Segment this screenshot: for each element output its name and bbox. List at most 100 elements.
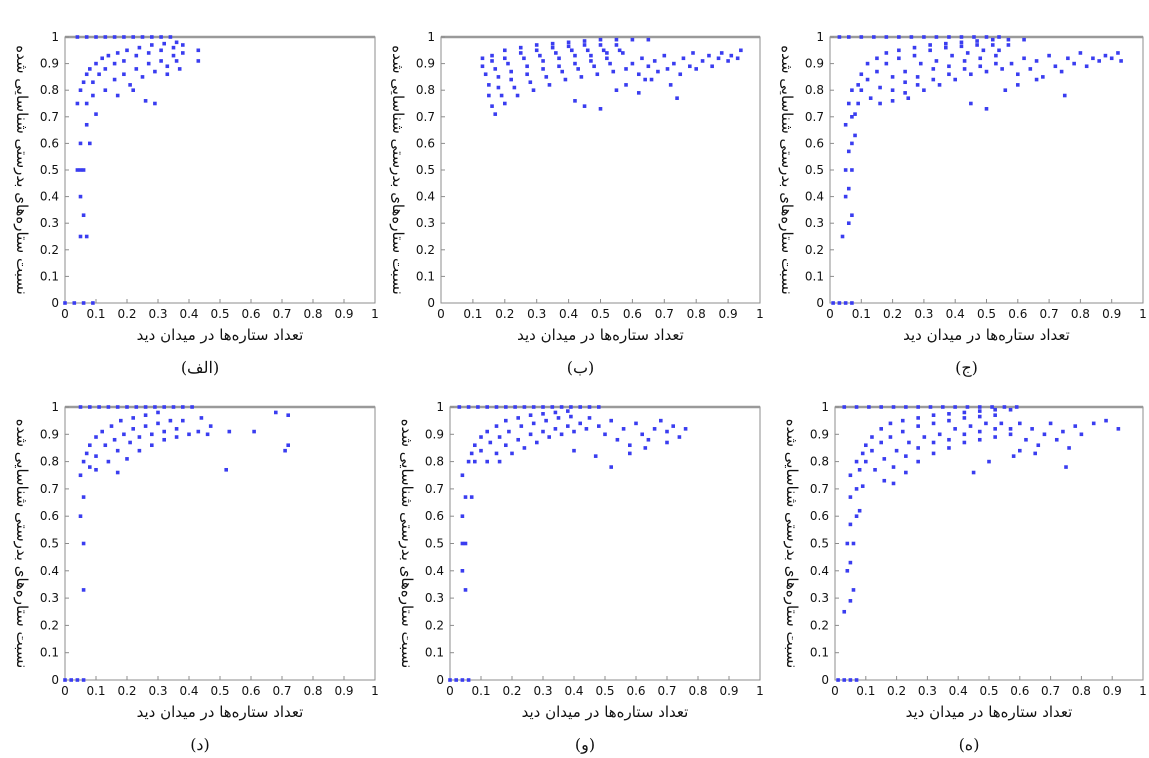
x-tick-label: 0.9 xyxy=(1102,307,1121,321)
data-point xyxy=(928,48,932,53)
data-point xyxy=(584,427,589,431)
y-tick-label: 0 xyxy=(816,296,824,310)
data-point xyxy=(553,410,558,415)
x-tick-label: 0.3 xyxy=(533,684,552,698)
x-tick-label: 0.1 xyxy=(86,684,105,698)
y-tick-label: 0.5 xyxy=(40,163,59,177)
data-point xyxy=(479,435,483,439)
data-point xyxy=(843,122,848,127)
data-point xyxy=(159,48,163,53)
data-point xyxy=(81,495,86,499)
data-point xyxy=(115,93,120,98)
data-point xyxy=(457,405,462,409)
x-tick-label: 0.4 xyxy=(179,307,198,321)
x-tick-label: 0 xyxy=(61,684,69,698)
y-tick-label: 0.8 xyxy=(40,455,59,469)
data-point xyxy=(109,424,114,428)
y-tick-label: 1 xyxy=(821,400,829,414)
data-point xyxy=(94,35,98,39)
data-point xyxy=(928,405,933,409)
data-point xyxy=(1059,69,1064,74)
data-point xyxy=(559,405,564,409)
data-point xyxy=(88,67,92,71)
data-point xyxy=(614,43,619,47)
data-point xyxy=(78,168,83,172)
y-tick-label: 0.6 xyxy=(40,509,59,523)
data-point xyxy=(554,51,558,55)
data-point xyxy=(605,56,609,61)
data-point xyxy=(851,588,856,592)
data-point xyxy=(646,64,651,69)
data-point xyxy=(94,435,98,439)
data-point xyxy=(634,421,638,426)
data-point xyxy=(882,478,887,483)
data-point xyxy=(112,77,117,82)
data-point xyxy=(867,405,871,409)
y-tick-label: 0.8 xyxy=(805,83,824,97)
data-point xyxy=(81,301,86,305)
data-point xyxy=(84,234,89,239)
data-point xyxy=(850,213,854,218)
data-point xyxy=(675,96,679,100)
data-point xyxy=(884,51,889,55)
y-tick-label: 0.1 xyxy=(416,269,435,283)
data-point xyxy=(550,41,555,46)
data-point xyxy=(493,67,498,71)
data-point xyxy=(122,59,126,63)
data-point xyxy=(94,454,98,458)
data-point xyxy=(897,48,901,53)
data-point xyxy=(700,59,705,63)
data-point xyxy=(993,435,997,439)
data-point xyxy=(283,448,287,453)
data-point xyxy=(981,48,986,53)
data-point xyxy=(846,149,851,154)
data-point xyxy=(891,465,896,469)
y-tick-label: 0.6 xyxy=(416,136,435,150)
y-tick-label: 0.8 xyxy=(425,455,444,469)
data-point xyxy=(1109,56,1114,61)
y-tick-label: 0.4 xyxy=(416,190,435,204)
data-point xyxy=(115,448,120,453)
y-tick-label: 0.8 xyxy=(416,83,435,97)
data-point xyxy=(522,446,527,450)
panel-caption: (ه) xyxy=(959,735,980,754)
data-point xyxy=(106,405,111,409)
data-point xyxy=(837,35,842,39)
x-tick-label: 0.9 xyxy=(334,684,353,698)
data-point xyxy=(1053,64,1058,69)
data-point xyxy=(544,75,549,79)
data-point xyxy=(916,459,920,464)
data-point xyxy=(466,405,471,409)
data-point xyxy=(947,412,951,416)
data-point xyxy=(719,51,724,55)
data-point xyxy=(1078,51,1083,55)
y-tick-label: 0 xyxy=(427,296,435,310)
y-tick-label: 0.9 xyxy=(40,57,59,71)
data-point xyxy=(460,473,465,478)
data-point xyxy=(1072,61,1076,66)
x-tick-label: 0.2 xyxy=(502,684,521,698)
data-point xyxy=(97,72,101,77)
data-point xyxy=(598,37,603,42)
data-point xyxy=(609,418,613,423)
data-point xyxy=(181,405,185,409)
data-point xyxy=(922,435,927,439)
data-point xyxy=(843,301,848,305)
x-tick-label: 0.1 xyxy=(852,307,871,321)
data-point xyxy=(140,35,145,39)
data-point xyxy=(162,437,166,442)
y-tick-label: 0.3 xyxy=(40,216,59,230)
data-point xyxy=(842,678,847,682)
y-tick-label: 0.9 xyxy=(416,57,435,71)
data-point xyxy=(994,61,998,66)
y-tick-label: 1 xyxy=(51,400,59,414)
plot-frame xyxy=(449,406,761,681)
data-point xyxy=(1002,405,1007,409)
data-point xyxy=(947,418,951,423)
data-point xyxy=(884,35,889,39)
data-point xyxy=(466,459,471,464)
data-point xyxy=(573,99,577,103)
x-tick-label: 0.5 xyxy=(591,307,610,321)
data-point xyxy=(916,424,920,428)
x-tick-label: 0 xyxy=(61,307,69,321)
